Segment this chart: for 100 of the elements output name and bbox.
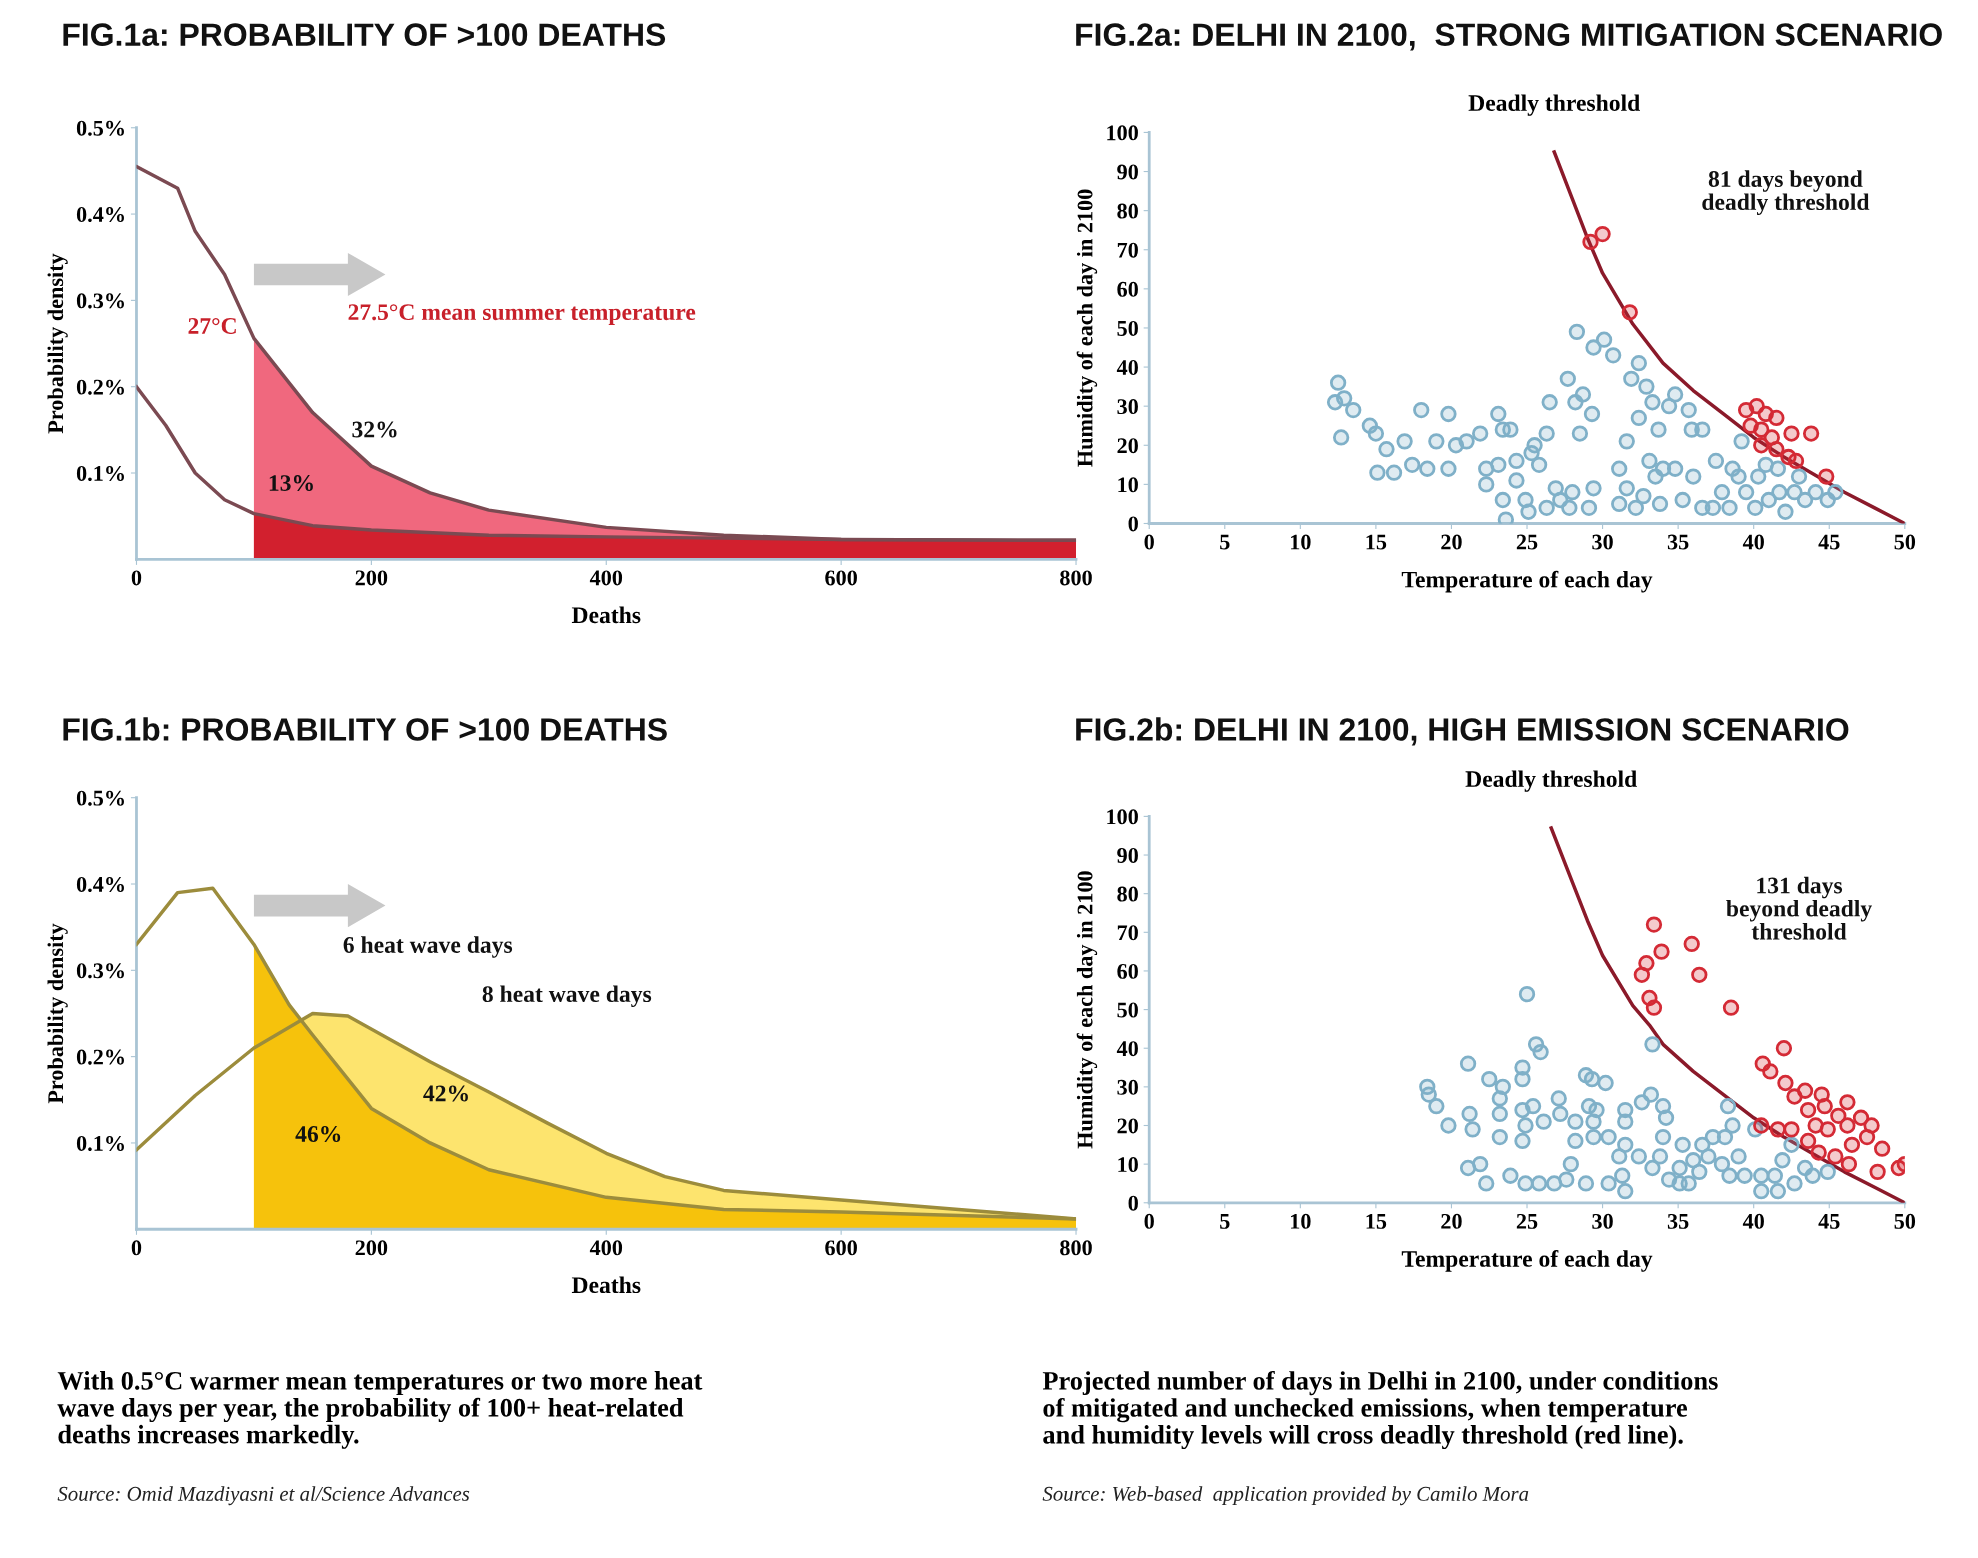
- y-tick-label: 30: [1117, 399, 1138, 415]
- annotation: 42%: [423, 1085, 468, 1102]
- point: [1802, 425, 1820, 442]
- point: [1775, 1040, 1793, 1057]
- x-tick-label: 30: [1592, 534, 1613, 550]
- point: [1787, 452, 1805, 470]
- x-tick-label: 400: [589, 570, 623, 586]
- x-tick-label: 800: [1060, 1240, 1092, 1256]
- series-label: Deadly threshold: [1465, 770, 1637, 792]
- point: [1753, 437, 1770, 454]
- chart-title: FIG.2a: DELHI IN 2100, STRONG MITIGATION SCENARIO: [1076, 23, 1942, 51]
- y-axis-title: Probability density: [47, 923, 68, 1104]
- annotation: 81 days beyond deadly threshold: [1702, 170, 1870, 215]
- x-axis-title: Temperature of each day: [1401, 570, 1653, 593]
- chart-title: FIG.2b: DELHI IN 2100, HIGH EMISSION SCENARIO: [1076, 717, 1849, 746]
- point: [1786, 1088, 1803, 1105]
- x-tick-label: 15: [1366, 534, 1387, 550]
- point: [1830, 1107, 1847, 1124]
- point: [1873, 1140, 1891, 1157]
- x-tick-label: 45: [1818, 534, 1840, 550]
- x-tick-label: 40: [1742, 534, 1764, 550]
- point: [1799, 1132, 1817, 1150]
- point: [1818, 468, 1835, 485]
- x-tick-label: 200: [355, 1240, 388, 1256]
- point: [1722, 999, 1740, 1016]
- x-tick-label: 25: [1516, 1213, 1538, 1229]
- x-tick-label: 0: [131, 570, 142, 586]
- point: [1653, 943, 1670, 960]
- x-axis-title: Temperature of each day: [1401, 1250, 1653, 1272]
- series-label: Deadly threshold: [1468, 94, 1640, 116]
- y-tick-label: 0.5%: [76, 120, 124, 136]
- x-tick-label: 0: [1144, 1213, 1154, 1229]
- point: [1621, 304, 1638, 321]
- point: [1858, 1128, 1876, 1146]
- point: [1691, 966, 1708, 983]
- point: [1783, 1121, 1800, 1138]
- text: Projected number of days in Delhi in 2100, under conditions of mitigated and unchecked emissions, when temperature and humidity levels will cross deadly threshold (red line).: [1042, 1370, 1718, 1450]
- x-tick-label: 5: [1220, 1214, 1230, 1229]
- y-tick-label: 100: [1107, 125, 1138, 141]
- point: [1819, 1121, 1836, 1138]
- x-tick-label: 50: [1894, 534, 1916, 550]
- y-tick-label: 70: [1117, 925, 1138, 941]
- point: [1816, 1098, 1833, 1115]
- annotation: 32%: [352, 421, 397, 438]
- y-tick-label: 0: [1128, 1195, 1138, 1211]
- chart-title: FIG.1b: PROBABILITY OF >100 DEATHS: [63, 717, 667, 741]
- y-axis-title: Humidity of each day in 2100: [1076, 871, 1098, 1149]
- annotation: 27.5°C mean summer temperature: [348, 304, 696, 325]
- y-tick-label: 80: [1117, 203, 1138, 219]
- y-tick-label: 50: [1117, 320, 1138, 336]
- y-axis-title: Probability density: [47, 253, 68, 434]
- x-tick-label: 45: [1818, 1213, 1840, 1229]
- point: [1645, 916, 1663, 933]
- x-tick-label: 5: [1220, 534, 1230, 550]
- line-series: [1549, 826, 1905, 1203]
- y-tick-label: 20: [1117, 438, 1138, 454]
- y-tick-label: 0.3%: [76, 293, 124, 309]
- point: [1839, 1117, 1856, 1134]
- point: [1799, 1101, 1817, 1119]
- point: [1633, 966, 1651, 983]
- point: [1768, 409, 1785, 427]
- point: [1783, 425, 1800, 442]
- x-tick-label: 800: [1060, 570, 1092, 586]
- x-tick-label: 10: [1291, 534, 1311, 550]
- x-tick-label: 0: [131, 1240, 142, 1256]
- point: [1582, 233, 1599, 251]
- y-tick-label: 40: [1116, 360, 1138, 375]
- point: [1840, 1155, 1858, 1173]
- chart-title: FIG.1a: PROBABILITY OF >100 DEATHS: [63, 23, 666, 46]
- y-tick-label: 60: [1117, 281, 1138, 297]
- point: [1762, 1063, 1779, 1080]
- x-tick-label: 50: [1894, 1213, 1916, 1229]
- source-note: Source: Web-based application provided by Camilo Mora: [1042, 1486, 1529, 1506]
- annotation: 46%: [295, 1126, 341, 1143]
- y-tick-label: 70: [1117, 242, 1138, 258]
- point: [1683, 935, 1700, 953]
- y-tick-label: 0.1%: [76, 1135, 124, 1151]
- point: [1768, 441, 1785, 458]
- x-tick-label: 35: [1667, 1213, 1689, 1229]
- x-tick-label: 400: [589, 1240, 623, 1256]
- y-tick-label: 90: [1117, 164, 1138, 180]
- y-tick-label: 20: [1117, 1118, 1138, 1134]
- annotation: 8 heat wave days: [482, 985, 652, 1007]
- x-tick-label: 30: [1592, 1213, 1613, 1229]
- y-tick-label: 90: [1117, 847, 1138, 863]
- point: [1594, 225, 1611, 243]
- point: [1852, 1109, 1870, 1126]
- y-tick-label: 60: [1117, 963, 1138, 979]
- line-series: [1552, 150, 1905, 524]
- y-tick-label: 0.5%: [76, 790, 124, 806]
- y-tick-label: 80: [1117, 886, 1138, 902]
- x-tick-label: 200: [355, 570, 388, 586]
- y-tick-label: 40: [1116, 1041, 1138, 1057]
- x-tick-label: 40: [1742, 1213, 1764, 1229]
- y-tick-label: 0.4%: [76, 207, 124, 223]
- x-tick-label: 25: [1516, 534, 1538, 550]
- text: With 0.5°C warmer mean temperatures or two more heat wave days per year, the probability of 100+ heat-related deaths increases markedly.: [57, 1371, 703, 1449]
- x-tick-label: 15: [1366, 1213, 1387, 1229]
- annotation: 27°C: [188, 317, 236, 334]
- y-tick-label: 0: [1128, 516, 1138, 532]
